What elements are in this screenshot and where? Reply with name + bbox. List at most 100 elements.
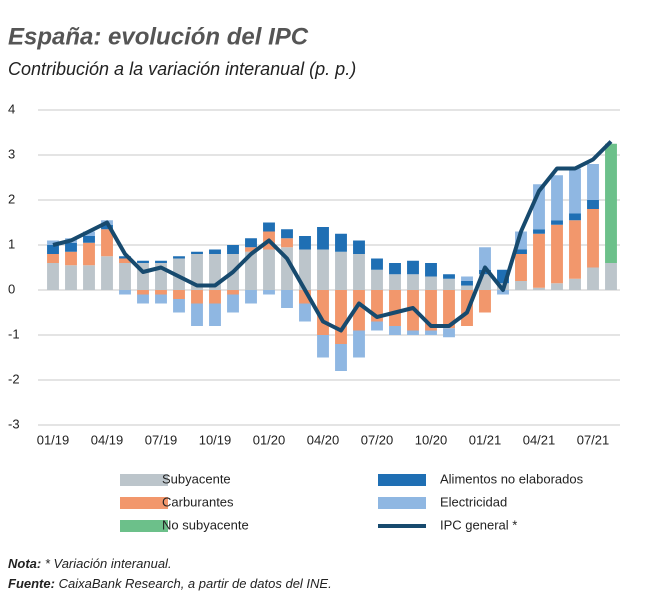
bar (317, 335, 329, 358)
y-tick-label: 0 (8, 281, 15, 296)
bar (317, 227, 329, 250)
bar (605, 143, 617, 263)
bar (137, 260, 149, 263)
x-tick-label: 10/19 (199, 432, 232, 447)
bar (245, 290, 257, 304)
bar (425, 263, 437, 277)
bar (227, 245, 239, 254)
bar (371, 269, 383, 290)
bar (389, 263, 401, 275)
chart-subtitle: Contribución a la variación interanual (… (8, 59, 356, 79)
y-tick-label: -1 (8, 326, 20, 341)
bar (515, 254, 527, 281)
legend-swatch (120, 497, 168, 509)
x-tick-label: 10/20 (415, 432, 448, 447)
bar (101, 229, 113, 257)
source: Fuente: CaixaBank Research, a partir de … (8, 576, 332, 591)
bar (47, 240, 59, 245)
bar (371, 321, 383, 331)
bar (173, 256, 185, 259)
bar (569, 213, 581, 221)
bar (479, 247, 491, 270)
bar (533, 233, 545, 288)
bar (173, 299, 185, 313)
bar (569, 168, 581, 214)
bar (407, 330, 419, 335)
bar (227, 290, 239, 295)
bar (515, 281, 527, 290)
bar (245, 238, 257, 248)
bar (335, 344, 347, 371)
bar (407, 260, 419, 275)
bar (533, 184, 545, 230)
bar (515, 249, 527, 254)
bar (155, 290, 167, 295)
bar (83, 231, 95, 236)
bar (101, 224, 113, 230)
bar (425, 276, 437, 290)
bar (461, 285, 473, 290)
bar (371, 258, 383, 270)
bar (83, 242, 95, 266)
bar (389, 274, 401, 290)
bar (119, 256, 131, 259)
bar (353, 240, 365, 254)
bar (335, 233, 347, 252)
y-tick-label: -3 (8, 416, 20, 431)
x-tick-label: 01/19 (37, 432, 70, 447)
bar (119, 290, 131, 295)
bar (443, 278, 455, 290)
bar (119, 263, 131, 290)
bar (479, 274, 491, 290)
source-text: CaixaBank Research, a partir de datos de… (59, 576, 332, 591)
x-tick-label: 04/21 (523, 432, 556, 447)
bar (515, 231, 527, 250)
legend-swatch (120, 474, 168, 486)
bar (551, 283, 563, 290)
x-tick-label: 01/20 (253, 432, 286, 447)
bar (353, 290, 365, 331)
bar (443, 290, 455, 329)
bar (65, 265, 77, 290)
bar (209, 254, 221, 290)
bar (101, 256, 113, 290)
x-tick-label: 01/21 (469, 432, 502, 447)
bar (587, 267, 599, 290)
legend-swatch (378, 474, 426, 486)
bar (425, 330, 437, 335)
bar (497, 290, 509, 295)
bar (443, 328, 455, 338)
bar (371, 290, 383, 322)
bar (425, 290, 437, 331)
legend-label: Electricidad (440, 494, 507, 509)
legend-label: No subyacente (162, 517, 249, 532)
bar (137, 290, 149, 295)
x-tick-label: 07/21 (577, 432, 610, 447)
x-tick-label: 04/20 (307, 432, 340, 447)
chart-title: España: evolución del IPC (8, 23, 309, 50)
bar (407, 274, 419, 290)
bar (389, 326, 401, 335)
bar (443, 274, 455, 279)
bar (569, 278, 581, 290)
bar (281, 290, 293, 308)
bar (353, 254, 365, 290)
bar (209, 303, 221, 326)
note: Nota: * Variación interanual. (8, 556, 172, 571)
bar (605, 263, 617, 290)
y-tick-label: 1 (8, 236, 15, 251)
bar (65, 251, 77, 266)
bar (317, 290, 329, 335)
bar (587, 209, 599, 268)
legend-label: Carburantes (162, 494, 234, 509)
bar (47, 245, 59, 254)
bar (209, 290, 221, 304)
bar (587, 164, 599, 200)
bar (479, 290, 491, 313)
bar (137, 263, 149, 290)
bar (227, 294, 239, 313)
bar (65, 242, 77, 252)
bar (83, 265, 95, 290)
bar (155, 294, 167, 304)
